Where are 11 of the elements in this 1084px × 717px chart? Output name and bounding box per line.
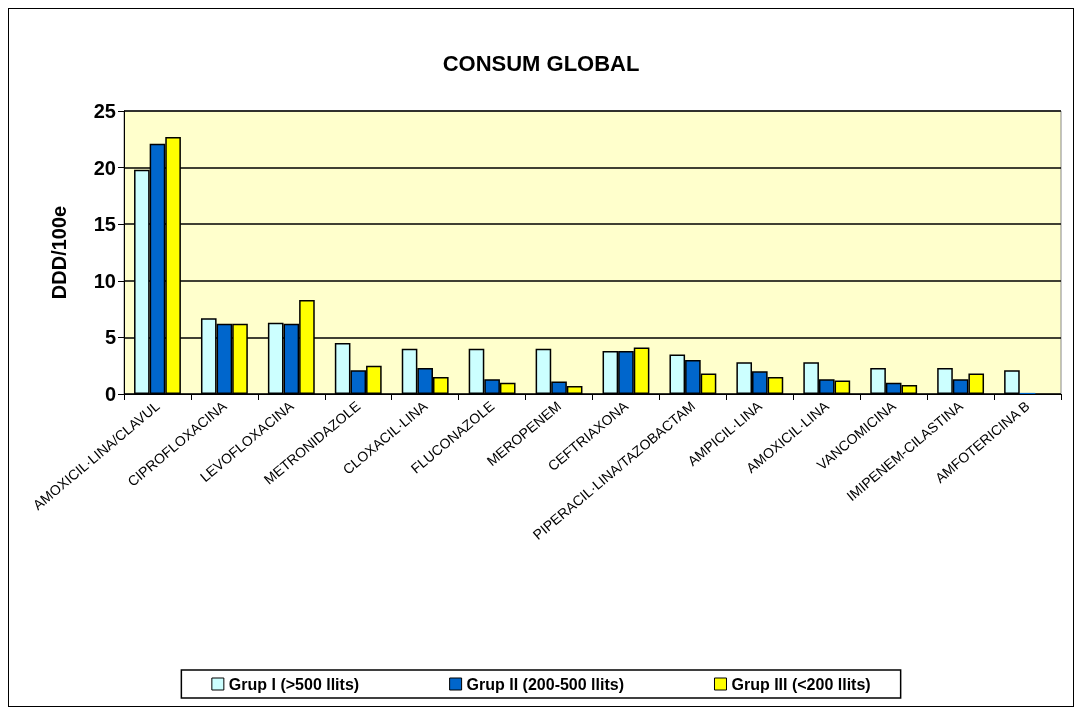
- y-tick-label: 20: [93, 156, 116, 179]
- chart-title: CONSUM GLOBAL: [442, 50, 640, 76]
- y-tick-label: 5: [104, 326, 116, 349]
- legend-label: Grup II (200-500 llits): [466, 675, 624, 693]
- legend-label: Grup I (>500 llits): [228, 675, 360, 693]
- legend-label: Grup III (<200 llits): [731, 675, 871, 693]
- y-tick-label: 15: [93, 213, 116, 236]
- y-tick-label: 0: [104, 383, 116, 405]
- y-tick-label: 10: [93, 269, 116, 292]
- y-axis-title: DDD/100e: [48, 205, 70, 300]
- y-tick-label: 25: [93, 100, 116, 122]
